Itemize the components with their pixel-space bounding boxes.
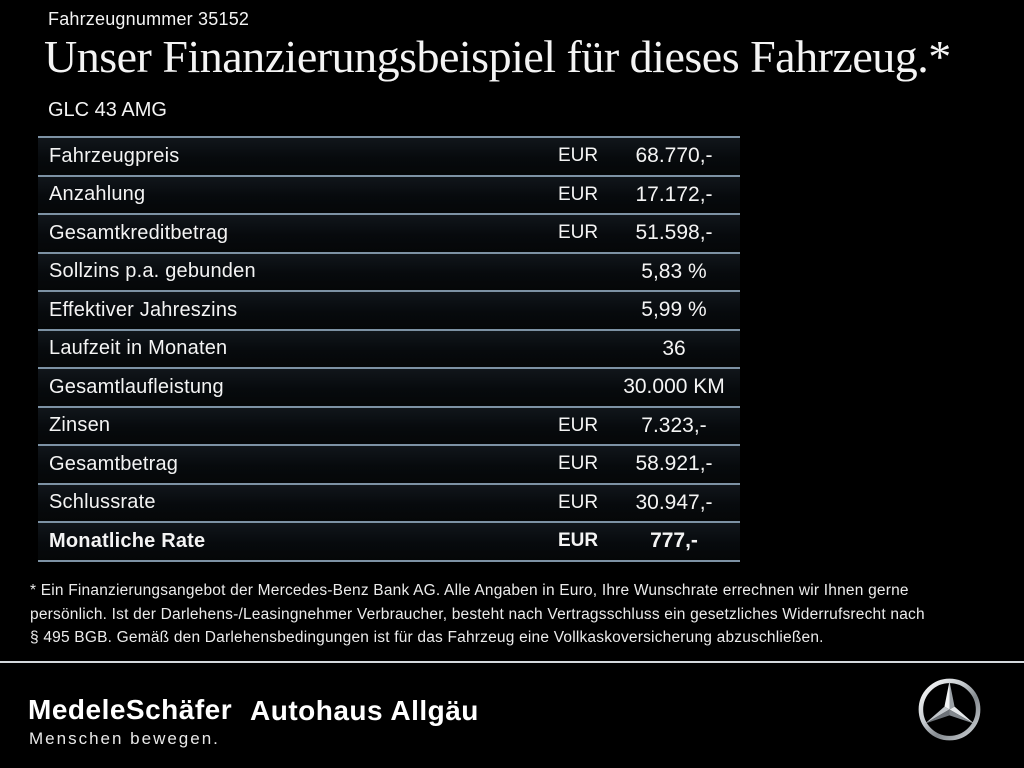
- row-label: Gesamtlaufleistung: [49, 375, 224, 398]
- table-row: Anzahlung EUR 17.172,-: [38, 174, 740, 213]
- table-row: Gesamtlaufleistung 30.000 KM: [38, 367, 740, 406]
- finance-table: Fahrzeugpreis EUR 68.770,- Anzahlung EUR 17.1…: [38, 136, 740, 562]
- row-currency: EUR: [558, 414, 599, 436]
- row-value: 5,83 %: [641, 259, 707, 283]
- page-title: Unser Finanzierungsbeispiel für dieses F…: [44, 31, 951, 82]
- footnote-line-1: * Ein Finanzierungsangebot der Mercedes-…: [30, 582, 909, 599]
- row-currency: EUR: [558, 183, 599, 205]
- row-value: 5,99 %: [641, 298, 707, 322]
- row-value: 30.000 KM: [623, 375, 725, 399]
- mercedes-star-icon: [917, 677, 982, 742]
- table-row: Fahrzeugpreis EUR 68.770,-: [38, 136, 740, 175]
- row-value: 17.172,-: [635, 182, 713, 206]
- row-currency: EUR: [558, 145, 599, 167]
- row-label: Zinsen: [49, 414, 111, 437]
- dealer-tagline: Menschen bewegen.: [29, 729, 220, 748]
- footer-divider: [0, 661, 1024, 663]
- row-label: Anzahlung: [49, 183, 146, 206]
- row-label: Fahrzeugpreis: [49, 144, 180, 167]
- dealer-logo-medeleschaefer: MedeleSchäfer: [28, 694, 233, 725]
- row-currency: EUR: [558, 222, 599, 244]
- vehicle-number: Fahrzeugnummer 35152: [48, 9, 250, 29]
- table-row: Monatliche Rate EUR 777,-: [38, 521, 740, 560]
- row-label: Laufzeit in Monaten: [49, 337, 228, 360]
- row-value: 36: [662, 336, 686, 360]
- footnote-line-3: § 495 BGB. Gemäß den Darlehensbedingunge…: [30, 629, 824, 646]
- row-label: Effektiver Jahreszins: [49, 298, 238, 321]
- footnote: * Ein Finanzierungsangebot der Mercedes-…: [30, 579, 990, 650]
- row-label: Sollzins p.a. gebunden: [49, 260, 256, 283]
- row-value: 68.770,-: [635, 144, 713, 168]
- row-label: Schlussrate: [49, 491, 156, 514]
- table-row: Zinsen EUR 7.323,-: [38, 405, 740, 444]
- row-label: Gesamtkreditbetrag: [49, 221, 229, 244]
- table-row: Laufzeit in Monaten 36: [38, 328, 740, 367]
- dealer-logo-autohaus-allgaeu: Autohaus Allgäu: [250, 695, 479, 726]
- row-label: Gesamtbetrag: [49, 452, 179, 475]
- row-value: 51.598,-: [635, 221, 713, 245]
- row-currency: EUR: [558, 491, 599, 513]
- row-currency: EUR: [558, 453, 599, 475]
- footer: MedeleSchäfer Menschen bewegen. Autohaus…: [0, 663, 1024, 768]
- table-row: Gesamtkreditbetrag EUR 51.598,-: [38, 213, 740, 252]
- table-row: Effektiver Jahreszins 5,99 %: [38, 290, 740, 329]
- vehicle-model: GLC 43 AMG: [48, 99, 167, 121]
- row-value: 30.947,-: [635, 490, 713, 514]
- row-currency: EUR: [558, 530, 599, 552]
- table-row: Sollzins p.a. gebunden 5,83 %: [38, 251, 740, 290]
- row-label: Monatliche Rate: [49, 529, 206, 552]
- row-value: 58.921,-: [635, 452, 713, 476]
- table-row: Schlussrate EUR 30.947,-: [38, 482, 740, 521]
- row-value: 7.323,-: [641, 413, 707, 437]
- footnote-line-2: persönlich. Ist der Darlehens-/Leasingne…: [30, 605, 925, 623]
- row-value: 777,-: [650, 529, 698, 553]
- table-row: Gesamtbetrag EUR 58.921,-: [38, 444, 740, 483]
